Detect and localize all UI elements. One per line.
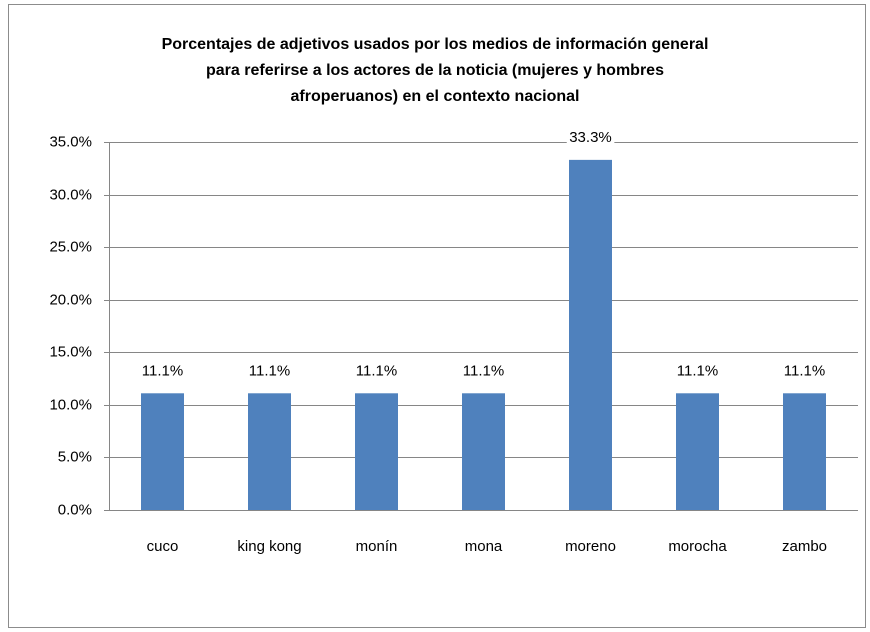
- bar: [141, 393, 184, 510]
- data-label: 11.1%: [249, 362, 290, 379]
- x-tick-label: monín: [356, 538, 398, 555]
- y-tick-label: 35.0%: [49, 133, 92, 150]
- data-label: 11.1%: [463, 362, 504, 379]
- y-tick-label: 30.0%: [49, 186, 92, 203]
- x-tick-label: zambo: [782, 538, 827, 555]
- chart-frame: [8, 4, 866, 628]
- data-label: 11.1%: [356, 362, 397, 379]
- x-tick-label: moreno: [565, 538, 616, 555]
- chart-title: para referirse a los actores de la notic…: [206, 62, 664, 79]
- bar: [248, 393, 291, 510]
- bar: [676, 393, 719, 510]
- x-tick-label: morocha: [668, 538, 727, 555]
- data-label: 11.1%: [142, 362, 183, 379]
- x-tick-label: mona: [465, 538, 503, 555]
- y-tick-label: 10.0%: [49, 396, 92, 413]
- y-tick-label: 5.0%: [58, 448, 92, 465]
- x-tick-label: king kong: [237, 538, 301, 555]
- data-label: 11.1%: [784, 362, 825, 379]
- y-tick-label: 15.0%: [49, 343, 92, 360]
- chart-title: afroperuanos) en el contexto nacional: [291, 88, 580, 105]
- bar: [569, 159, 612, 511]
- chart-title: Porcentajes de adjetivos usados por los …: [162, 36, 709, 53]
- y-tick-label: 25.0%: [49, 238, 92, 255]
- bar: [462, 393, 505, 510]
- data-label: 11.1%: [677, 362, 718, 379]
- x-tick-label: cuco: [147, 538, 179, 555]
- data-label: 33.3%: [569, 129, 612, 146]
- y-tick-label: 0.0%: [58, 501, 92, 518]
- y-tick-label: 20.0%: [49, 291, 92, 308]
- bar: [783, 393, 826, 510]
- bar: [355, 393, 398, 510]
